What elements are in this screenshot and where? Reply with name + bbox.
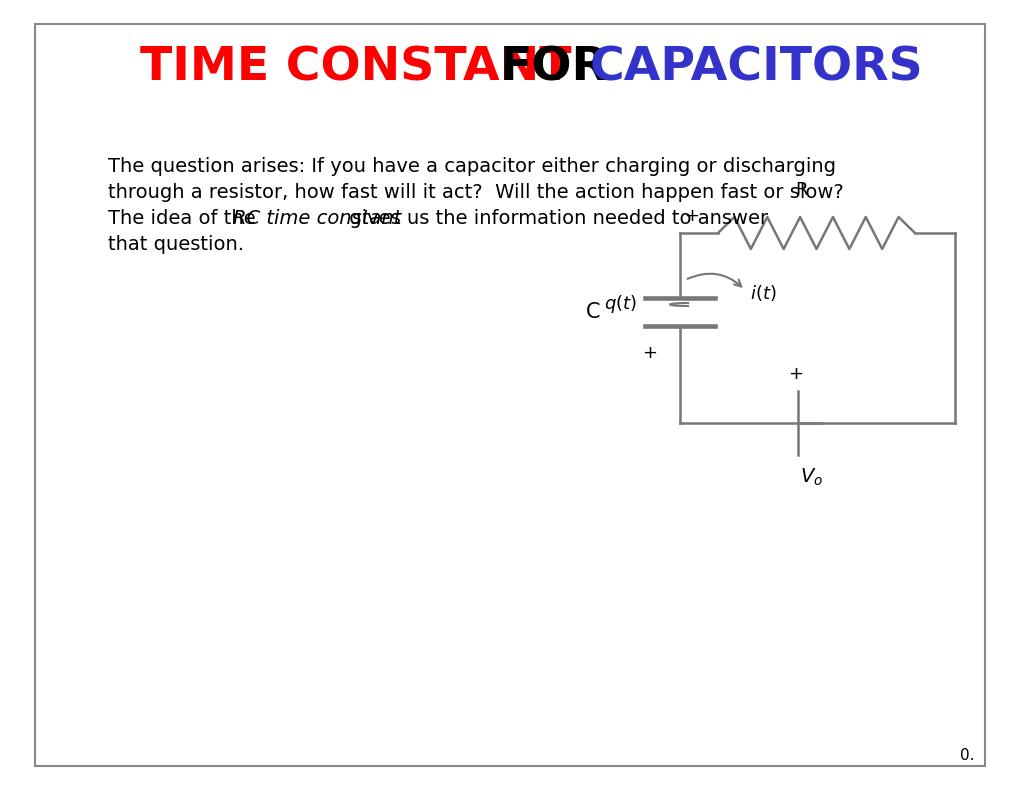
Text: CAPACITORS: CAPACITORS: [589, 46, 923, 91]
Text: $i(t)$: $i(t)$: [749, 283, 775, 303]
Text: that question.: that question.: [108, 235, 244, 254]
Text: 0.: 0.: [960, 749, 974, 764]
Text: The question arises: If you have a capacitor either charging or discharging: The question arises: If you have a capac…: [108, 157, 836, 176]
Text: TIME CONSTANT FOR CAPACITORS: TIME CONSTANT FOR CAPACITORS: [56, 46, 963, 91]
Text: The idea of the: The idea of the: [108, 209, 262, 228]
Text: TIME CONSTANT: TIME CONSTANT: [140, 46, 571, 91]
Text: RC time constant: RC time constant: [232, 209, 401, 228]
Text: +: +: [788, 365, 803, 383]
Text: gives us the information needed to answer: gives us the information needed to answe…: [342, 209, 767, 228]
Text: C: C: [585, 302, 599, 322]
Text: FOR: FOR: [499, 46, 608, 91]
Text: +: +: [684, 207, 699, 225]
Text: +: +: [642, 344, 657, 362]
Text: R: R: [795, 181, 807, 199]
Text: $q(t)$: $q(t)$: [603, 293, 637, 315]
Text: $V_o$: $V_o$: [800, 467, 822, 489]
FancyArrowPatch shape: [687, 273, 741, 287]
Text: through a resistor, how fast will it act?  Will the action happen fast or slow?: through a resistor, how fast will it act…: [108, 183, 843, 202]
